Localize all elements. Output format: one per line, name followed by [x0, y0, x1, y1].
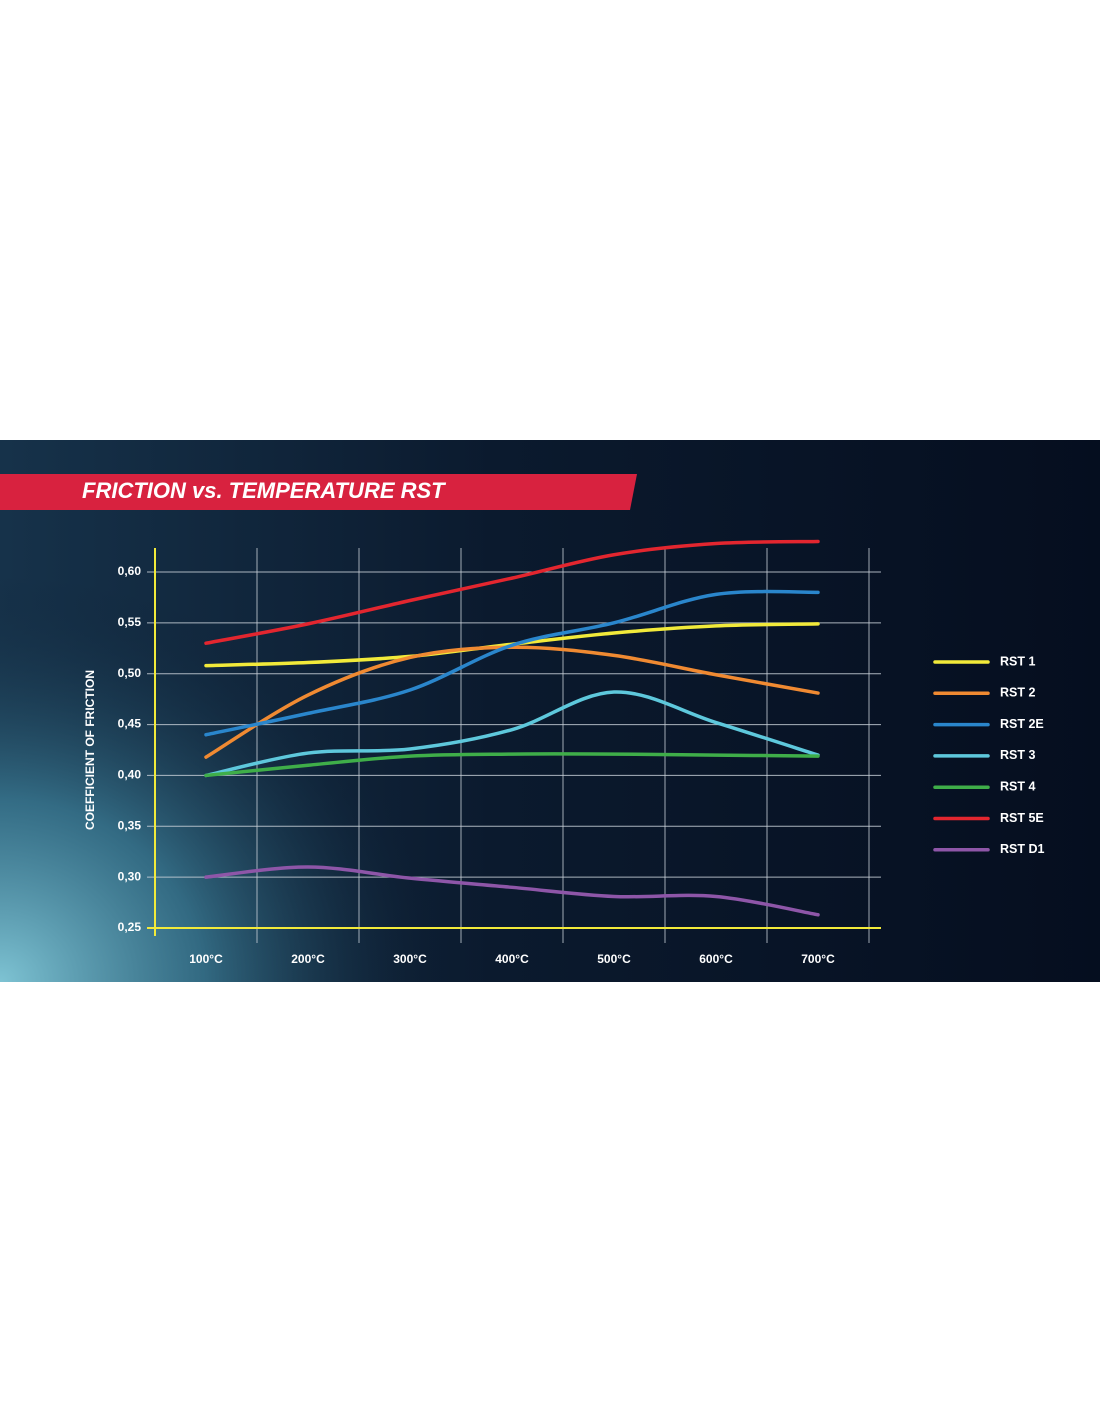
y-tick-label: 0,60 — [118, 564, 142, 578]
y-tick-label: 0,45 — [118, 717, 142, 731]
legend-label: RST 5E — [1000, 811, 1044, 825]
series-line — [204, 752, 820, 778]
series-line — [204, 645, 820, 759]
chart-glow — [0, 440, 1100, 982]
series-line — [204, 690, 820, 778]
x-tick-label: 100°C — [189, 952, 223, 966]
series-line — [204, 865, 820, 917]
legend-label: RST D1 — [1000, 842, 1045, 856]
x-tick-label: 300°C — [393, 952, 427, 966]
x-tick-label: 500°C — [597, 952, 631, 966]
x-tick-label: 400°C — [495, 952, 529, 966]
x-tick-label: 700°C — [801, 952, 835, 966]
y-tick-label: 0,35 — [118, 818, 142, 832]
legend-label: RST 3 — [1000, 748, 1035, 762]
legend-label: RST 1 — [1000, 654, 1035, 668]
series-line — [204, 589, 820, 737]
series-line — [204, 539, 820, 645]
legend-label: RST 4 — [1000, 779, 1035, 793]
x-tick-label: 200°C — [291, 952, 325, 966]
x-tick-label: 600°C — [699, 952, 733, 966]
y-tick-label: 0,30 — [118, 869, 142, 883]
y-tick-label: 0,50 — [118, 666, 142, 680]
y-tick-label: 0,40 — [118, 768, 142, 782]
y-tick-label: 0,55 — [118, 615, 142, 629]
y-axis-label: COEFFICIENT OF FRICTION — [83, 670, 97, 830]
legend-label: RST 2 — [1000, 686, 1035, 700]
chart-title: FRICTION vs. TEMPERATURE RST — [82, 478, 446, 503]
title-banner — [0, 474, 637, 510]
y-tick-label: 0,25 — [118, 920, 142, 934]
legend-label: RST 2E — [1000, 717, 1044, 731]
